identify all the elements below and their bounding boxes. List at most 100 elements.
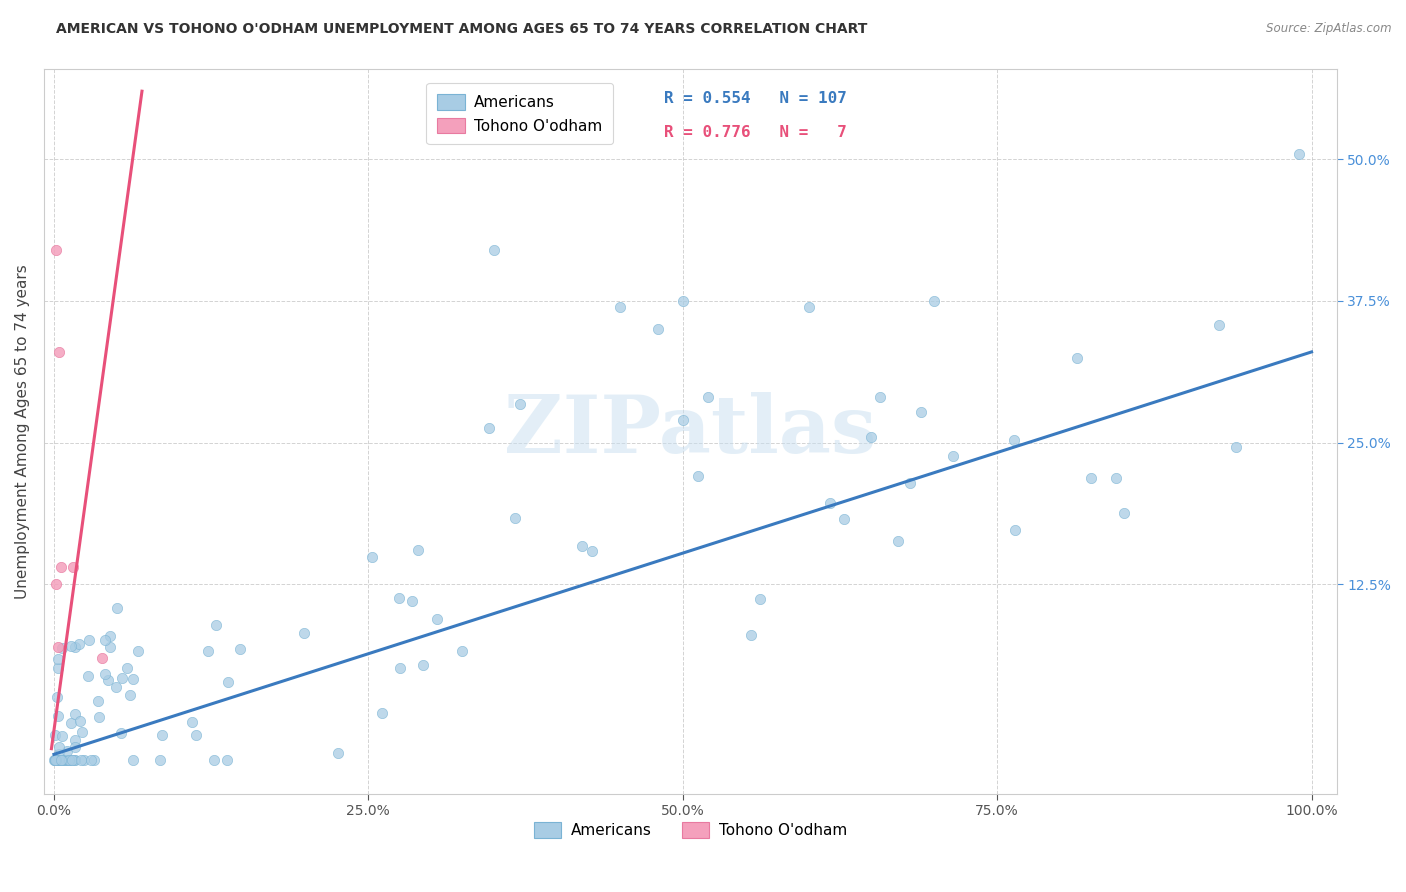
Point [48, 747, 70, 761]
Point [869, 390, 891, 404]
Point [63, 753, 86, 767]
Point [609, 300, 631, 314]
Point [46, 640, 69, 654]
Point [80, 753, 103, 767]
Text: R = 0.776   N =   7: R = 0.776 N = 7 [665, 125, 848, 140]
Point [51, 753, 73, 767]
Point [63, 740, 86, 755]
Point [70, 725, 93, 739]
Point [217, 753, 239, 767]
Point [53, 753, 76, 767]
Point [62, 560, 84, 574]
Point [292, 626, 315, 640]
Point [1105, 471, 1128, 485]
Point [482, 243, 505, 257]
Point [180, 715, 202, 730]
Point [818, 496, 841, 510]
Point [48, 753, 70, 767]
Point [70, 753, 93, 767]
Point [48, 652, 70, 666]
Point [98, 640, 121, 654]
Point [53, 753, 76, 767]
Point [686, 469, 709, 483]
Point [503, 510, 526, 524]
Point [46, 753, 69, 767]
Point [51, 753, 73, 767]
Point [59, 753, 82, 767]
Text: R = 0.554   N = 107: R = 0.554 N = 107 [665, 92, 848, 106]
Point [44, 753, 66, 767]
Point [98, 629, 121, 643]
Point [63, 733, 86, 747]
Point [104, 680, 127, 694]
Point [361, 549, 384, 564]
Point [478, 421, 501, 435]
Point [1114, 506, 1136, 520]
Text: Source: ZipAtlas.com: Source: ZipAtlas.com [1267, 22, 1392, 36]
Point [1066, 351, 1088, 365]
Point [51, 753, 73, 767]
Point [197, 644, 219, 658]
Point [647, 322, 669, 336]
Point [51, 641, 73, 656]
Point [860, 430, 883, 444]
Point [740, 628, 762, 642]
Point [46, 709, 69, 723]
Point [63, 753, 86, 767]
Point [110, 725, 132, 739]
Point [45, 690, 67, 704]
Point [120, 688, 142, 702]
Point [832, 512, 855, 526]
Point [150, 728, 173, 742]
Point [94, 666, 117, 681]
Point [910, 405, 932, 419]
Point [887, 534, 910, 549]
Point [388, 591, 411, 606]
Point [48, 753, 70, 767]
Point [49, 753, 72, 767]
Point [581, 544, 603, 558]
Point [672, 293, 695, 308]
Point [45, 753, 67, 767]
Point [370, 706, 392, 721]
Point [63, 640, 86, 654]
Point [122, 673, 145, 687]
Point [44, 753, 66, 767]
Point [111, 671, 134, 685]
Point [696, 390, 718, 404]
Point [48, 345, 70, 359]
Text: ZIPatlas: ZIPatlas [505, 392, 876, 470]
Point [326, 746, 349, 760]
Point [898, 475, 921, 490]
Point [922, 293, 945, 308]
Point [45, 243, 67, 257]
Point [97, 673, 120, 687]
Point [77, 632, 100, 647]
Point [184, 728, 207, 742]
Point [45, 577, 67, 591]
Point [942, 449, 965, 463]
Point [56, 753, 79, 767]
Point [401, 594, 423, 608]
Point [107, 601, 129, 615]
Point [76, 668, 98, 682]
Point [55, 753, 77, 767]
Point [1208, 318, 1230, 332]
Point [217, 675, 239, 690]
Point [1288, 146, 1310, 161]
Point [388, 660, 411, 674]
Point [59, 716, 82, 731]
Point [450, 644, 472, 658]
Point [1004, 523, 1026, 537]
Point [56, 744, 79, 758]
Point [69, 714, 91, 728]
Point [51, 729, 73, 743]
Point [115, 661, 138, 675]
Point [748, 591, 770, 606]
Point [797, 300, 820, 314]
Point [60, 753, 83, 767]
Point [58, 753, 80, 767]
Y-axis label: Unemployment Among Ages 65 to 74 years: Unemployment Among Ages 65 to 74 years [15, 264, 30, 599]
Point [65, 707, 87, 722]
Point [44, 753, 66, 767]
